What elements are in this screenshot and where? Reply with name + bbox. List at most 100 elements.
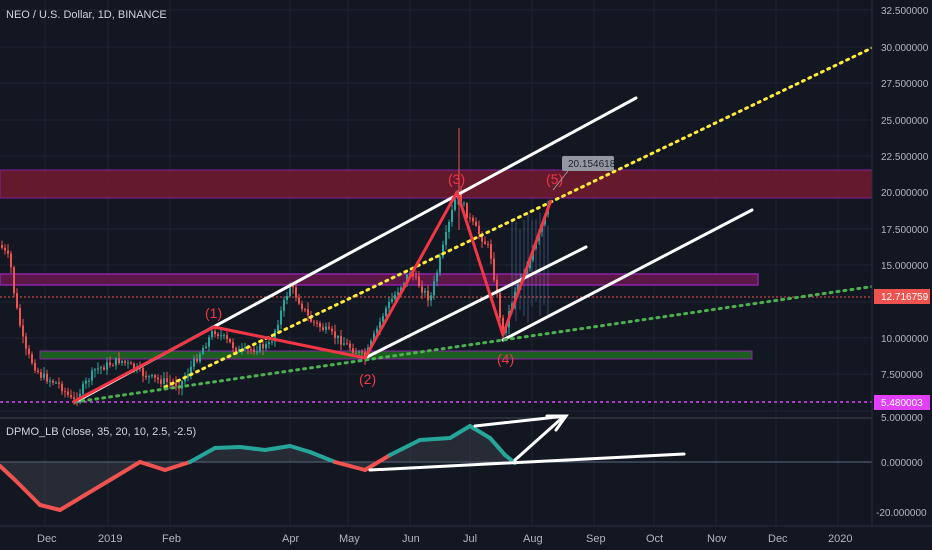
time-axis[interactable] (0, 526, 932, 550)
candle-body (193, 358, 195, 367)
svg-text:15.000000: 15.000000 (881, 261, 929, 272)
candle-body (28, 348, 30, 355)
candle-body (190, 366, 192, 375)
candle-body (493, 258, 495, 280)
oscillator-segment (108, 460, 142, 482)
candle-body (283, 299, 285, 311)
candle-body (337, 336, 339, 339)
candle-body (130, 362, 132, 364)
candle-body (223, 335, 225, 337)
resistance-zone[interactable] (0, 169, 873, 199)
oscillator-segment (388, 438, 422, 457)
candle-body (169, 381, 171, 383)
candle-body (34, 363, 36, 371)
candle-body (238, 348, 240, 352)
candle-body (181, 381, 183, 389)
candle-body (358, 351, 360, 353)
candle-body (85, 380, 87, 384)
candle-body (469, 217, 471, 219)
svg-text:-20.000000: -20.000000 (876, 508, 927, 519)
candle-body (487, 243, 489, 245)
yellow-trend-line[interactable] (163, 44, 878, 389)
candle-body (280, 310, 282, 325)
oscillator-segment (363, 453, 392, 472)
channel-lower-line-2 (501, 208, 754, 342)
candle-body (292, 285, 294, 288)
oscillator-segment (238, 445, 267, 452)
candle-body (58, 382, 60, 384)
svg-text:5.000000: 5.000000 (881, 413, 923, 424)
svg-text:22.500000: 22.500000 (881, 152, 929, 163)
svg-text:Sep: Sep (586, 533, 606, 545)
candle-body (397, 292, 399, 295)
candle-body (442, 244, 444, 257)
callout-box[interactable] (562, 156, 614, 171)
indicator-title[interactable]: DPMO_LB (close, 35, 20, 10, 2.5, -2.5) (6, 426, 197, 438)
candle-body (13, 267, 15, 294)
oscillator-area (0, 426, 515, 510)
candle-body (325, 326, 327, 330)
candle-body (433, 281, 435, 296)
current-price-tag[interactable] (874, 289, 930, 304)
candle-body (217, 334, 219, 337)
candle-body (439, 256, 441, 273)
candle-body (349, 343, 351, 349)
candle-body (322, 327, 324, 330)
candle-body (163, 378, 165, 384)
oscillator-segment (448, 424, 472, 440)
candle-body (124, 361, 126, 363)
candle-body (373, 333, 375, 341)
price-axis[interactable] (872, 0, 932, 526)
candle-body (502, 317, 504, 333)
oscillator-segment (213, 445, 242, 450)
svg-text:25.000000: 25.000000 (881, 116, 929, 127)
oscillator-segment (263, 444, 292, 452)
svg-text:32.500000: 32.500000 (881, 6, 929, 17)
candle-body (427, 290, 429, 301)
candle-body (277, 324, 279, 331)
candle-body (121, 361, 123, 364)
candle-body (115, 358, 117, 366)
candle-body (10, 253, 12, 268)
svg-text:0.000000: 0.000000 (881, 458, 923, 469)
candle-body (211, 331, 213, 338)
candle-body (160, 379, 162, 384)
callout-label: 20.154618 (568, 159, 616, 170)
wave-label-4: (4) (497, 351, 514, 367)
divergence-lines[interactable] (368, 414, 686, 472)
candle-body (379, 321, 381, 329)
svg-text:Apr: Apr (282, 533, 299, 545)
oscillator-segment (0, 464, 17, 482)
candle-body (334, 331, 336, 339)
candle-body (94, 369, 96, 371)
candle-body (460, 191, 462, 204)
candle-body (43, 373, 45, 378)
candle-body (313, 321, 315, 323)
candle-body (112, 365, 114, 367)
oscillator-segment (308, 450, 337, 464)
oscillator-segment (13, 478, 42, 507)
oscillator-segment (488, 436, 507, 457)
candle-body (61, 383, 63, 392)
svg-text:Jul: Jul (463, 533, 477, 545)
candle-body (106, 362, 108, 370)
elliott-wave-path[interactable] (72, 190, 553, 404)
candle-body (16, 293, 18, 308)
candle-body (67, 391, 69, 396)
candle-body (259, 344, 261, 352)
channel-lower-line (363, 245, 588, 360)
callout-pointer (552, 170, 569, 191)
candle-body (340, 336, 342, 345)
low-price-tag[interactable] (874, 395, 930, 410)
svg-text:Dec: Dec (768, 533, 788, 545)
candle-body (307, 309, 309, 316)
candle-body (352, 348, 354, 353)
symbol-title[interactable]: NEO / U.S. Dollar, 1D, BINANCE (6, 9, 167, 21)
candle-body (70, 395, 72, 398)
candle-body (475, 221, 477, 226)
wave-label-1: (1) (205, 305, 222, 321)
svg-text:2020: 2020 (828, 533, 852, 545)
candle-body (202, 348, 204, 355)
green-trend-line[interactable] (73, 284, 878, 404)
